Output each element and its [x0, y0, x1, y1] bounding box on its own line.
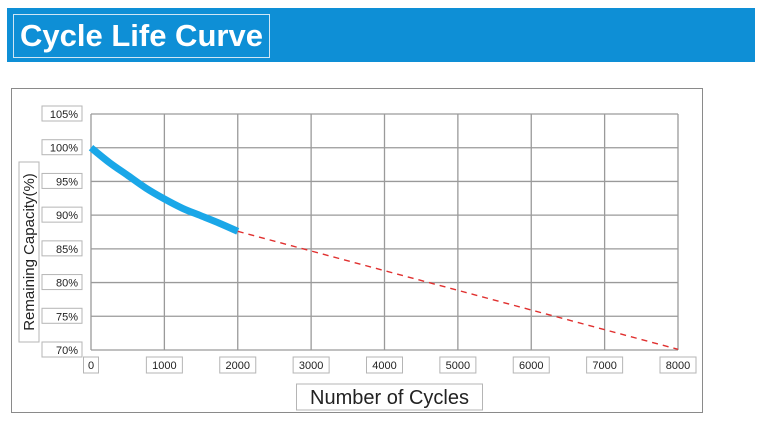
x-tick-label: 7000	[592, 360, 616, 372]
y-tick-label: 85%	[56, 244, 78, 256]
x-tick-label-box	[659, 356, 697, 374]
y-tick-label-box	[41, 105, 83, 122]
title-banner: Cycle Life Curve	[7, 8, 755, 62]
y-tick-label-box	[41, 240, 83, 257]
x-tick-label: 6000	[519, 360, 543, 372]
x-axis-title-box	[296, 383, 483, 411]
y-tick-label-box	[41, 341, 83, 358]
y-tick-label: 70%	[56, 345, 78, 357]
x-tick-label-box	[83, 356, 99, 374]
x-tick-label: 1000	[152, 360, 176, 372]
x-tick-label-box	[512, 356, 550, 374]
x-tick-label: 8000	[666, 360, 690, 372]
y-tick-label-box	[41, 307, 83, 324]
y-tick-label: 100%	[50, 143, 78, 155]
y-tick-label-box	[41, 172, 83, 189]
y-tick-label: 80%	[56, 278, 78, 290]
x-tick-label: 5000	[446, 360, 470, 372]
projected-capacity-line	[237, 230, 679, 351]
y-axis-title-box	[18, 161, 40, 343]
x-tick-label-box	[366, 356, 403, 374]
y-tick-label: 105%	[50, 109, 78, 121]
x-axis-title: Number of Cycles	[310, 387, 469, 409]
x-tick-label-box	[145, 356, 183, 374]
x-tick-label: 2000	[226, 360, 250, 372]
x-tick-label: 3000	[299, 360, 323, 372]
y-tick-label: 90%	[56, 210, 78, 222]
x-tick-label: 4000	[372, 360, 396, 372]
cycle-life-chart: 70% 75% 80% 85% 90% 95% 100% 105% 0 1000 2000 3000 4…	[18, 105, 697, 411]
x-tick-label: 0	[88, 360, 94, 372]
y-tick-label: 95%	[56, 176, 78, 188]
x-tick-label-box	[219, 356, 257, 374]
x-tick-label-box	[586, 356, 624, 374]
y-tick-label-box	[41, 274, 83, 291]
x-tick-label-box	[439, 356, 477, 374]
y-axis-title: Remaining Capacity(%)	[21, 173, 38, 331]
page-title: Cycle Life Curve	[13, 14, 270, 58]
measured-capacity-line	[88, 144, 240, 235]
y-tick-label-box	[41, 139, 83, 156]
y-tick-label-box	[41, 206, 83, 223]
chart-frame: 70% 75% 80% 85% 90% 95% 100% 105% 0 1000 2000 3000 4…	[11, 88, 703, 413]
y-tick-label: 75%	[56, 311, 78, 323]
x-tick-label-box	[292, 356, 330, 374]
